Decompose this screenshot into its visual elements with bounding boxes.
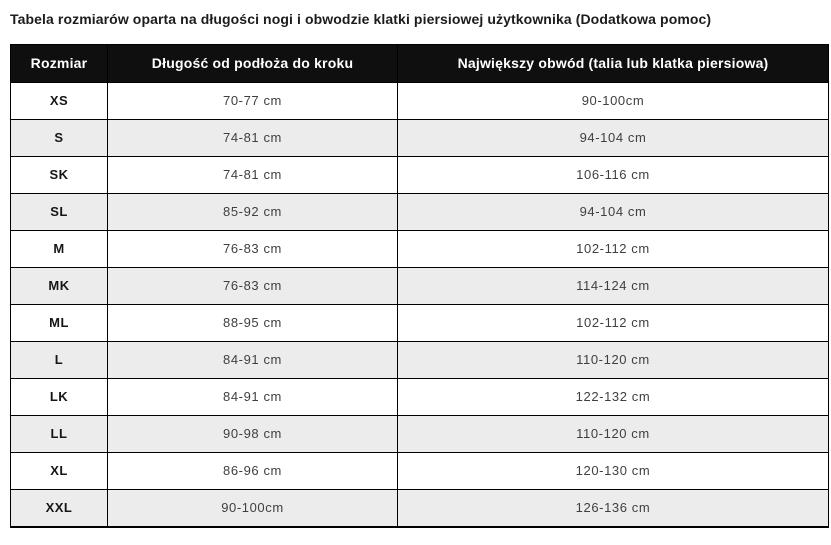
leg-length-cell: 76-83 cm [107, 266, 398, 305]
size-cell: ML [10, 303, 108, 342]
circumference-cell: 94-104 cm [397, 192, 829, 231]
size-cell: S [10, 118, 108, 157]
header-circumference: Największy obwód (talia lub klatka piers… [397, 43, 829, 83]
leg-length-cell: 88-95 cm [107, 303, 398, 342]
size-cell: SL [10, 192, 108, 231]
table-row: S 74-81 cm 94-104 cm [10, 118, 829, 157]
circumference-cell: 106-116 cm [397, 155, 829, 194]
size-cell: L [10, 340, 108, 379]
size-table-header: Rozmiar Długość od podłoża do kroku Najw… [10, 43, 829, 83]
table-row: M 76-83 cm 102-112 cm [10, 229, 829, 268]
circumference-cell: 102-112 cm [397, 229, 829, 268]
circumference-cell: 122-132 cm [397, 377, 829, 416]
leg-length-cell: 90-98 cm [107, 414, 398, 453]
size-cell: M [10, 229, 108, 268]
leg-length-cell: 85-92 cm [107, 192, 398, 231]
size-table-body: XS 70-77 cm 90-100cm S 74-81 cm 94-104 cm SK 74… [10, 81, 829, 527]
size-cell: MK [10, 266, 108, 305]
circumference-cell: 110-120 cm [397, 414, 829, 453]
table-row: SL 85-92 cm 94-104 cm [10, 192, 829, 231]
size-cell: XXL [10, 488, 108, 527]
leg-length-cell: 74-81 cm [107, 118, 398, 157]
circumference-cell: 110-120 cm [397, 340, 829, 379]
page-title: Tabela rozmiarów oparta na długości nogi… [10, 11, 712, 27]
size-cell: LK [10, 377, 108, 416]
leg-length-cell: 84-91 cm [107, 377, 398, 416]
size-table: Rozmiar Długość od podłoża do kroku Najw… [10, 43, 829, 528]
circumference-cell: 94-104 cm [397, 118, 829, 157]
header-leg-length: Długość od podłoża do kroku [107, 43, 398, 83]
table-row: L 84-91 cm 110-120 cm [10, 340, 829, 379]
table-row: ML 88-95 cm 102-112 cm [10, 303, 829, 342]
circumference-cell: 120-130 cm [397, 451, 829, 490]
circumference-cell: 114-124 cm [397, 266, 829, 305]
table-row: LL 90-98 cm 110-120 cm [10, 414, 829, 453]
size-cell: LL [10, 414, 108, 453]
circumference-cell: 90-100cm [397, 81, 829, 120]
table-row: MK 76-83 cm 114-124 cm [10, 266, 829, 305]
leg-length-cell: 84-91 cm [107, 340, 398, 379]
header-row: Rozmiar Długość od podłoża do kroku Najw… [10, 43, 829, 83]
size-cell: XS [10, 81, 108, 120]
table-row: XXL 90-100cm 126-136 cm [10, 488, 829, 527]
table-row: XS 70-77 cm 90-100cm [10, 81, 829, 120]
table-row: SK 74-81 cm 106-116 cm [10, 155, 829, 194]
size-cell: XL [10, 451, 108, 490]
leg-length-cell: 70-77 cm [107, 81, 398, 120]
leg-length-cell: 90-100cm [107, 488, 398, 527]
leg-length-cell: 76-83 cm [107, 229, 398, 268]
circumference-cell: 126-136 cm [397, 488, 829, 527]
table-row: XL 86-96 cm 120-130 cm [10, 451, 829, 490]
circumference-cell: 102-112 cm [397, 303, 829, 342]
leg-length-cell: 74-81 cm [107, 155, 398, 194]
leg-length-cell: 86-96 cm [107, 451, 398, 490]
size-cell: SK [10, 155, 108, 194]
table-row: LK 84-91 cm 122-132 cm [10, 377, 829, 416]
header-size: Rozmiar [10, 43, 108, 83]
